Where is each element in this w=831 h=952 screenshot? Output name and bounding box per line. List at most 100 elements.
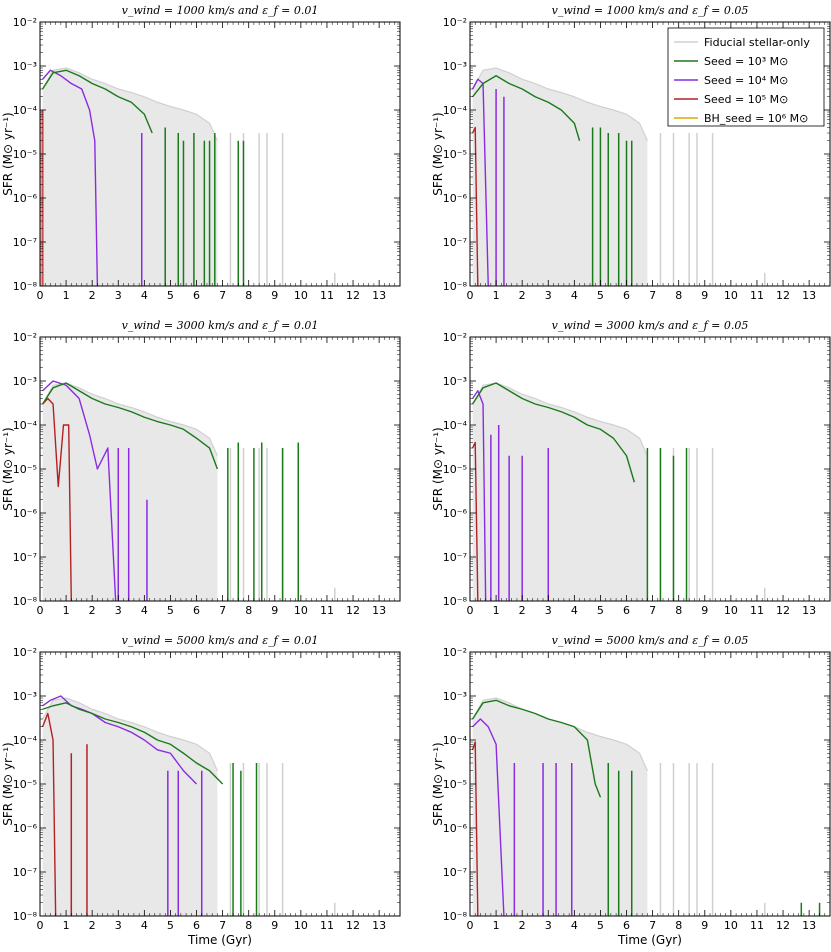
y-axis-label: SFR (M⊙ yr⁻¹) <box>431 742 445 825</box>
x-tick-label: 6 <box>193 604 200 617</box>
y-tick-label: 10⁻⁷ <box>443 866 467 879</box>
series-seed5-line <box>471 126 479 287</box>
x-tick-label: 8 <box>675 289 682 302</box>
x-tick-label: 4 <box>571 919 578 932</box>
y-tick-label: 10⁻⁶ <box>13 507 38 520</box>
x-tick-label: 6 <box>623 919 630 932</box>
x-tick-label: 7 <box>649 919 656 932</box>
x-tick-label: 8 <box>675 604 682 617</box>
series-seed3-line <box>472 382 636 483</box>
y-tick-label: 10⁻⁸ <box>13 280 38 293</box>
x-tick-label: 6 <box>623 289 630 302</box>
series-seed5-line <box>42 397 73 602</box>
x-tick-label: 0 <box>467 919 474 932</box>
x-tick-label: 6 <box>623 604 630 617</box>
x-tick-label: 3 <box>115 289 122 302</box>
x-tick-label: 1 <box>493 604 500 617</box>
x-tick-label: 9 <box>271 604 278 617</box>
fiducial-line <box>42 382 218 456</box>
x-tick-label: 7 <box>219 604 226 617</box>
x-tick-label: 7 <box>649 289 656 302</box>
x-tick-label: 11 <box>320 919 334 932</box>
series-seed4-line <box>42 69 99 287</box>
series-seed4-line <box>471 78 489 287</box>
y-tick-label: 10⁻³ <box>13 60 37 73</box>
x-tick-label: 4 <box>141 919 148 932</box>
y-tick-label: 10⁻⁸ <box>13 910 38 923</box>
y-axis-label: SFR (M⊙ yr⁻¹) <box>431 427 445 510</box>
y-tick-label: 10⁻⁵ <box>443 463 467 476</box>
y-tick-label: 10⁻⁷ <box>13 236 37 249</box>
x-tick-label: 13 <box>802 919 816 932</box>
x-tick-label: 12 <box>346 919 360 932</box>
x-tick-label: 8 <box>245 289 252 302</box>
fiducial-area <box>42 68 218 286</box>
series-seed3-line <box>42 702 224 785</box>
legend-label: Fiducial stellar-only <box>704 36 810 49</box>
series-seed3-line <box>472 75 581 141</box>
y-axis-label: SFR (M⊙ yr⁻¹) <box>1 112 15 195</box>
y-tick-label: 10⁻³ <box>443 375 467 388</box>
y-tick-label: 10⁻³ <box>443 60 467 73</box>
fiducial-line <box>472 382 648 456</box>
y-tick-label: 10⁻² <box>13 646 37 659</box>
y-tick-label: 10⁻³ <box>13 375 37 388</box>
x-tick-label: 0 <box>37 604 44 617</box>
y-tick-label: 10⁻⁶ <box>13 192 38 205</box>
fiducial-area <box>472 698 648 916</box>
x-tick-label: 8 <box>675 919 682 932</box>
series-seed4-line <box>42 380 117 602</box>
x-tick-label: 5 <box>597 289 604 302</box>
legend-label: Seed = 10³ M⊙ <box>704 55 788 68</box>
y-tick-label: 10⁻⁸ <box>443 595 468 608</box>
y-tick-label: 10⁻⁷ <box>443 551 467 564</box>
x-tick-label: 5 <box>167 604 174 617</box>
y-tick-label: 10⁻² <box>443 331 467 344</box>
x-tick-label: 7 <box>219 289 226 302</box>
x-tick-label: 10 <box>724 919 738 932</box>
series-seed4-line <box>42 695 198 785</box>
x-tick-label: 0 <box>467 289 474 302</box>
series-seed5-line <box>471 741 479 917</box>
y-tick-label: 10⁻⁷ <box>443 236 467 249</box>
x-tick-label: 0 <box>467 604 474 617</box>
fiducial-area <box>42 698 218 916</box>
x-tick-label: 5 <box>597 604 604 617</box>
x-tick-label: 4 <box>571 289 578 302</box>
x-tick-label: 12 <box>346 289 360 302</box>
x-tick-label: 5 <box>167 919 174 932</box>
x-tick-label: 1 <box>493 919 500 932</box>
x-tick-label: 13 <box>802 604 816 617</box>
x-tick-label: 12 <box>346 604 360 617</box>
series-seed3-line <box>472 699 602 798</box>
chart-panel-3: v_wind = 3000 km/s and ε_f = 0.010 1 2 3 4 5 6… <box>1 319 401 617</box>
x-tick-label: 9 <box>701 919 708 932</box>
y-tick-label: 10⁻⁸ <box>13 595 38 608</box>
x-tick-label: 9 <box>271 919 278 932</box>
x-tick-label: 3 <box>545 604 552 617</box>
x-tick-label: 2 <box>519 919 526 932</box>
y-tick-label: 10⁻⁵ <box>13 148 37 161</box>
legend-label: Seed = 10⁴ M⊙ <box>704 74 788 87</box>
y-tick-label: 10⁻⁸ <box>443 280 468 293</box>
x-tick-label: 9 <box>701 604 708 617</box>
series-seed4-line <box>472 390 487 602</box>
fiducial-area <box>472 383 648 601</box>
x-tick-label: 11 <box>320 604 334 617</box>
x-tick-label: 10 <box>294 289 308 302</box>
panel-title: v_wind = 3000 km/s and ε_f = 0.05 <box>552 319 749 332</box>
x-tick-label: 5 <box>597 919 604 932</box>
y-tick-label: 10⁻⁴ <box>13 734 38 747</box>
x-tick-label: 3 <box>545 919 552 932</box>
y-tick-label: 10⁻⁵ <box>13 463 37 476</box>
x-tick-label: 1 <box>63 604 70 617</box>
x-tick-label: 12 <box>776 604 790 617</box>
y-tick-label: 10⁻³ <box>443 690 467 703</box>
y-tick-label: 10⁻⁴ <box>13 419 38 432</box>
x-tick-label: 9 <box>271 289 278 302</box>
y-tick-label: 10⁻⁴ <box>443 419 468 432</box>
y-tick-label: 10⁻⁵ <box>443 148 467 161</box>
x-tick-label: 5 <box>167 289 174 302</box>
x-tick-label: 1 <box>63 289 70 302</box>
